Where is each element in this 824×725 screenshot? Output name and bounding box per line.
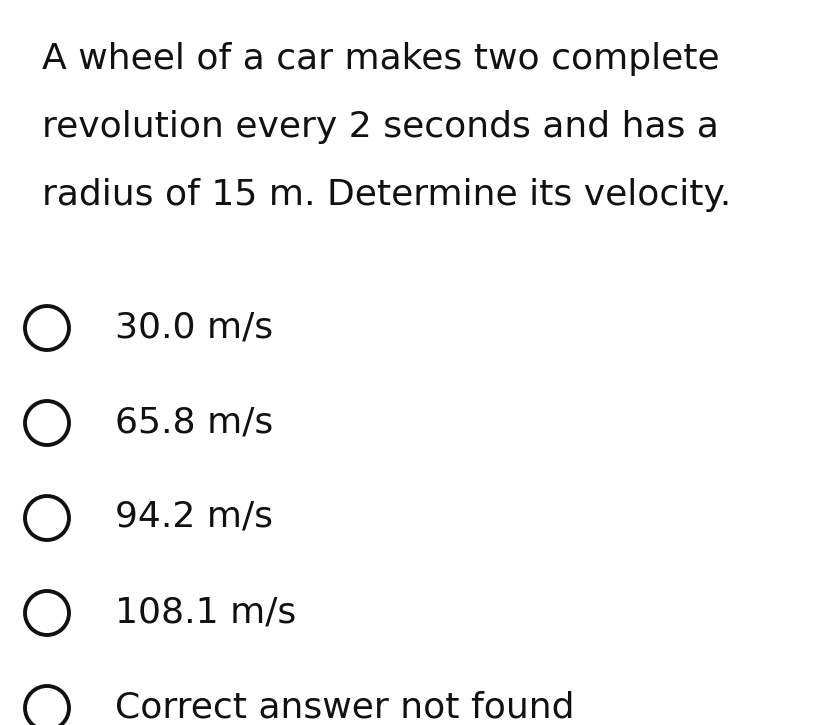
Text: 94.2 m/s: 94.2 m/s (115, 500, 273, 534)
Text: radius of 15 m. Determine its velocity.: radius of 15 m. Determine its velocity. (42, 178, 731, 212)
Text: A wheel of a car makes two complete: A wheel of a car makes two complete (42, 42, 719, 76)
Text: 30.0 m/s: 30.0 m/s (115, 310, 273, 344)
Text: 65.8 m/s: 65.8 m/s (115, 405, 274, 439)
Text: revolution every 2 seconds and has a: revolution every 2 seconds and has a (42, 110, 719, 144)
Text: Correct answer not found: Correct answer not found (115, 690, 574, 724)
Text: 108.1 m/s: 108.1 m/s (115, 595, 297, 629)
